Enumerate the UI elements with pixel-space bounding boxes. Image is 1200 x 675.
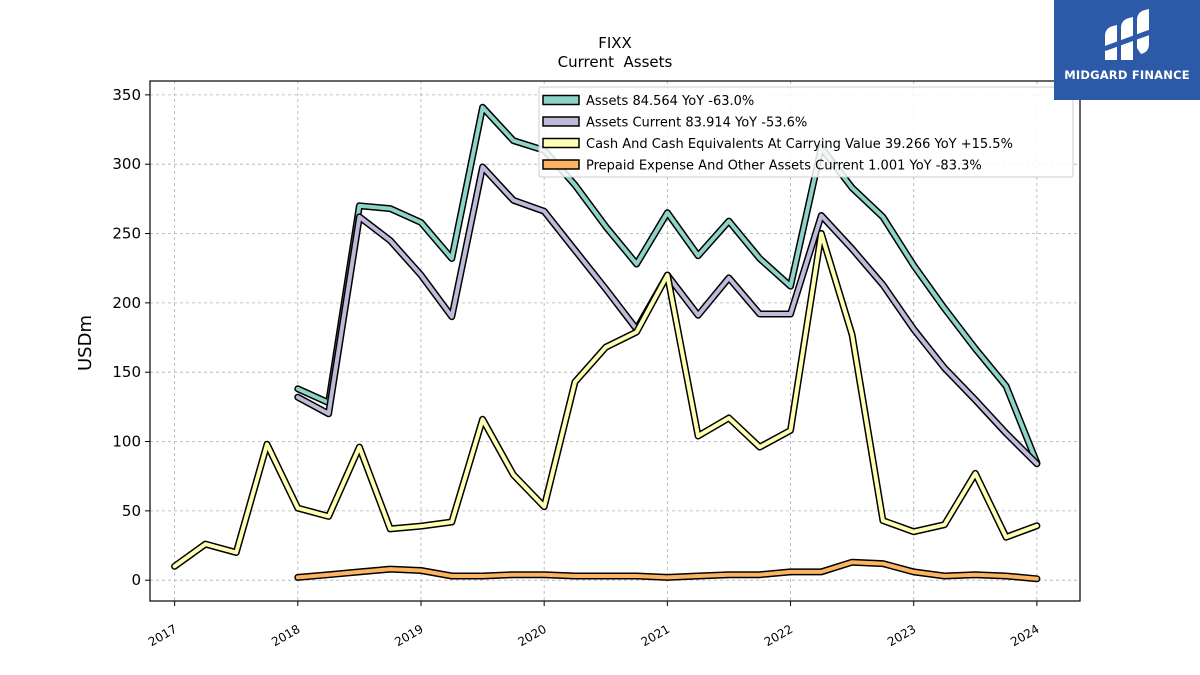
x-tick-label: 2021 <box>639 622 672 649</box>
legend-entry-label: Prepaid Expense And Other Assets Current… <box>586 159 982 174</box>
legend-swatch <box>542 94 580 106</box>
series-4 <box>294 558 1041 583</box>
series-line <box>295 105 1039 465</box>
x-tick-label: 2024 <box>1008 622 1041 649</box>
y-tick-label: 0 <box>131 571 141 589</box>
y-tick-label: 50 <box>122 502 141 520</box>
series-3 <box>171 230 1041 570</box>
x-tick-label: 2023 <box>885 622 918 649</box>
y-tick-label: 200 <box>112 294 141 312</box>
legend-entry-label: Assets Current 83.914 YoY -53.6% <box>586 116 807 131</box>
plot-area-border <box>149 80 1081 602</box>
series-line <box>172 231 1039 569</box>
x-tick-label: 2022 <box>762 622 795 649</box>
brand-logo: MIDGARD FINANCE <box>1054 0 1200 100</box>
x-axis: 2017 2018 2019 2020 2021 2022 2023 2024 <box>146 601 1042 649</box>
y-tick-label: 350 <box>112 86 141 104</box>
brand-name: MIDGARD FINANCE <box>1064 68 1190 82</box>
y-tick-label: 250 <box>112 225 141 243</box>
x-tick-label: 2019 <box>392 622 425 649</box>
y-tick-label: 150 <box>112 363 141 381</box>
legend: Assets 84.564 YoY -63.0% Assets Current 8… <box>538 86 1074 178</box>
x-tick-label: 2018 <box>269 622 302 649</box>
chart-subtitle: Current Assets <box>558 53 673 71</box>
legend-swatch <box>542 116 580 127</box>
series-1 <box>294 103 1041 467</box>
x-tick-label: 2020 <box>515 622 548 649</box>
y-axis-label: USDm <box>75 315 96 371</box>
series-line <box>295 560 1039 581</box>
legend-entry-label: Assets 84.564 YoY -63.0% <box>586 94 754 109</box>
y-tick-label: 300 <box>112 155 141 173</box>
legend-swatch <box>542 159 580 170</box>
legend-entry-label: Cash And Cash Equivalents At Carrying Va… <box>586 137 1013 152</box>
brand-mark-icon <box>1103 9 1151 60</box>
y-axis: 0 50 100 150 200 250 300 350 <box>112 86 150 589</box>
legend-swatch <box>542 137 580 149</box>
x-tick-label: 2017 <box>146 622 179 649</box>
chart-title: FIXX <box>598 34 632 52</box>
legend-box <box>538 86 1074 178</box>
series-group <box>171 103 1041 583</box>
y-tick-label: 100 <box>112 433 141 451</box>
